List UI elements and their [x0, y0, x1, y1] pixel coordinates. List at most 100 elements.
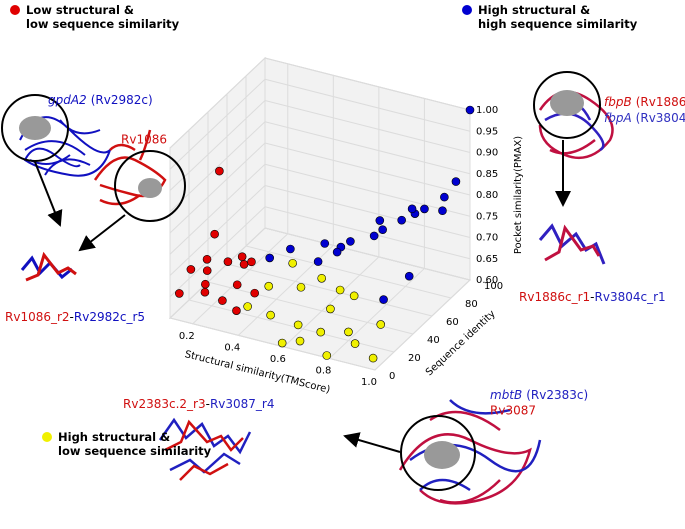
grid-line	[245, 245, 452, 299]
annotation: fbpB(Rv1886c)	[604, 95, 685, 109]
panes	[168, 56, 472, 371]
annotation: fbpA(Rv3804c)	[604, 111, 685, 125]
z-tick-label: 0.65	[476, 254, 498, 265]
legend-label: Low structural & low sequence similarity	[26, 3, 180, 31]
annotation: Rv3087	[490, 404, 536, 418]
legend-label: High structural & high sequence similari…	[478, 3, 638, 31]
grid-line	[169, 78, 266, 170]
point	[223, 257, 233, 266]
protein-rv1086	[93, 129, 167, 206]
z-tick-label: 0.60	[476, 275, 498, 286]
point	[286, 244, 295, 254]
points	[175, 105, 475, 363]
point	[201, 279, 210, 289]
grid-line	[169, 227, 266, 319]
point	[293, 320, 303, 330]
grid-line	[169, 317, 376, 371]
y-tick-label: 0	[389, 371, 395, 382]
point	[313, 257, 323, 266]
x-tick-label: 0.2	[179, 331, 195, 342]
legend-entry: High structural & high sequence similari…	[462, 3, 637, 31]
grid-line	[169, 185, 266, 276]
legend-marker	[42, 432, 52, 442]
point	[218, 296, 227, 305]
zoom-circle	[114, 150, 186, 222]
point	[295, 336, 305, 346]
point	[320, 239, 330, 248]
y-tick-label: 40	[427, 335, 440, 346]
point	[420, 204, 429, 214]
point	[465, 105, 475, 115]
grid-line	[264, 78, 471, 132]
grid-line	[329, 268, 425, 359]
pocket	[138, 178, 162, 198]
grid-line	[264, 206, 471, 260]
annotation: Rv1086_r2-Rv2982c_r5	[5, 310, 145, 324]
z-tick-label: 0.95	[476, 126, 498, 137]
point	[316, 327, 326, 337]
point	[265, 253, 274, 263]
point	[200, 287, 210, 297]
annotation: mbtB (Rv2383c)	[490, 388, 588, 402]
grid-line	[169, 121, 266, 213]
annotation: Rv2383c.2_r3-Rv3087_r4	[123, 397, 274, 411]
x-axis-label: Structural similarity(TMScore)	[184, 349, 332, 396]
legend-entry: Low structural & low sequence similarity	[10, 3, 179, 31]
point	[243, 302, 252, 311]
legend-entry: High structural & low sequence similarit…	[42, 430, 211, 458]
point	[350, 339, 360, 348]
annotation: Rv1086	[121, 133, 167, 147]
point	[288, 258, 297, 268]
pocket	[424, 441, 460, 469]
z-tick-label: 0.75	[476, 211, 498, 222]
point	[202, 266, 212, 275]
grid-line	[264, 57, 471, 111]
legend-marker	[462, 5, 472, 15]
point	[175, 289, 184, 298]
grid-line	[192, 233, 289, 325]
pocket	[19, 116, 51, 140]
point	[250, 288, 259, 298]
grid-line	[264, 100, 471, 153]
grid-line	[169, 100, 266, 191]
x-tick-label: 1.0	[361, 377, 377, 388]
point	[368, 353, 378, 363]
point	[375, 216, 385, 225]
grid-line	[188, 299, 395, 353]
point	[440, 192, 449, 202]
y-tick-label: 60	[446, 317, 459, 328]
point	[296, 282, 306, 292]
point	[326, 304, 335, 314]
grid-line	[264, 185, 471, 238]
x-tick-label: 0.4	[224, 342, 240, 353]
z-tick-label: 0.80	[476, 190, 498, 201]
grid-line	[169, 206, 266, 298]
grid-line	[283, 256, 380, 348]
z-tick-label: 0.70	[476, 233, 498, 244]
point	[332, 247, 342, 257]
grid-line	[264, 163, 471, 217]
pocket	[550, 90, 584, 116]
legend-label: High structural & low sequence similarit…	[58, 430, 212, 458]
grid-line	[264, 121, 471, 175]
zoom-circle	[400, 415, 476, 491]
point	[438, 206, 447, 216]
point	[202, 254, 212, 264]
point	[344, 327, 353, 337]
fragment-bottom	[158, 417, 252, 481]
point	[247, 257, 256, 267]
y-tick-label: 20	[408, 353, 421, 364]
point	[277, 338, 287, 348]
point	[407, 204, 417, 214]
point	[232, 306, 241, 315]
z-axis-label: Pocket similarity(PMAX)	[513, 136, 524, 254]
grid-line	[169, 142, 266, 234]
legend-marker	[10, 5, 20, 15]
z-tick-label: 0.90	[476, 148, 498, 159]
point	[322, 351, 332, 360]
point	[376, 320, 386, 329]
y-tick-label: 80	[465, 299, 478, 310]
point	[397, 215, 406, 225]
x-tick-label: 0.8	[315, 365, 331, 376]
